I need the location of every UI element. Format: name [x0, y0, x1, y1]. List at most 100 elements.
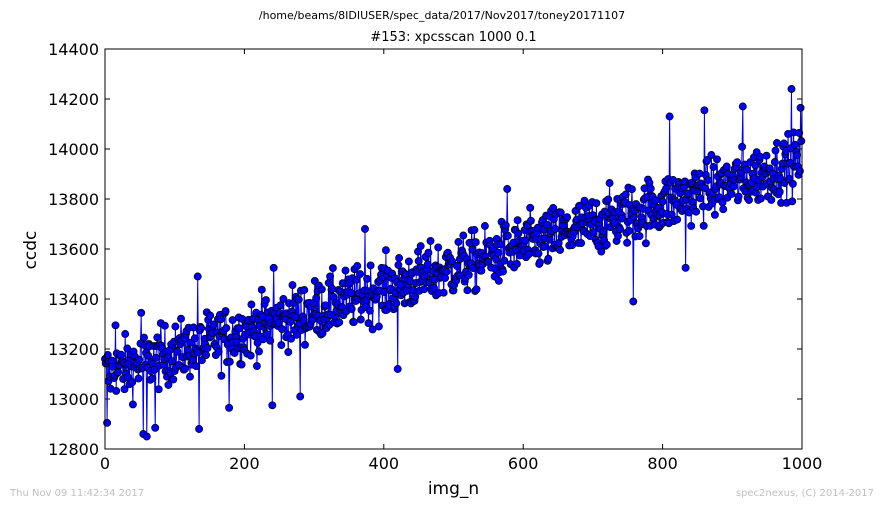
data-point — [762, 151, 771, 160]
data-point — [658, 197, 667, 206]
data-point — [616, 225, 625, 234]
data-point — [368, 325, 377, 334]
data-point — [392, 299, 401, 308]
data-point — [500, 256, 509, 265]
data-point — [542, 220, 551, 229]
data-point — [453, 262, 461, 270]
data-point — [621, 190, 630, 199]
y-tick-label: 13600 — [48, 240, 99, 259]
data-point — [788, 197, 797, 206]
data-point — [365, 306, 374, 315]
data-point — [641, 239, 650, 248]
data-point — [535, 258, 544, 267]
data-point — [700, 106, 709, 115]
data-point — [526, 216, 535, 225]
data-point — [288, 281, 297, 290]
data-point — [563, 213, 572, 222]
data-point — [318, 329, 327, 338]
data-point — [274, 318, 283, 327]
data-point — [463, 286, 472, 295]
data-point — [775, 187, 784, 196]
data-point — [494, 276, 503, 285]
data-point — [423, 260, 432, 269]
x-tick-label: 800 — [647, 454, 678, 473]
data-point — [745, 196, 753, 204]
data-point — [326, 272, 335, 281]
data-point — [439, 288, 448, 297]
data-point — [112, 386, 121, 395]
data-point — [779, 139, 788, 148]
data-point — [551, 225, 560, 233]
x-tick-label: 400 — [369, 454, 400, 473]
data-point — [733, 158, 742, 167]
data-point — [722, 162, 731, 171]
data-point — [404, 257, 413, 266]
data-point — [144, 351, 153, 360]
data-point — [477, 266, 486, 275]
data-point — [770, 158, 779, 166]
data-point — [787, 85, 796, 93]
data-point — [300, 286, 309, 294]
data-point — [454, 238, 463, 246]
data-point — [459, 231, 468, 240]
data-point — [556, 246, 565, 254]
data-point — [521, 236, 530, 245]
data-point — [470, 225, 479, 234]
data-point — [589, 228, 598, 237]
data-point — [512, 260, 521, 268]
data-point — [278, 325, 286, 334]
data-point — [472, 285, 481, 294]
data-point — [341, 266, 350, 275]
data-point — [217, 371, 226, 380]
data-point — [673, 215, 682, 224]
data-point — [222, 324, 231, 333]
data-point — [169, 375, 178, 384]
data-point — [629, 297, 638, 306]
data-point — [221, 307, 230, 316]
data-point — [151, 423, 160, 432]
series-layer — [101, 85, 806, 441]
timestamp-footer: Thu Nov 09 11:42:34 2017 — [10, 488, 145, 499]
data-point — [756, 194, 765, 203]
data-point — [374, 322, 383, 331]
data-point — [148, 374, 157, 383]
data-point — [394, 261, 403, 269]
data-point — [395, 254, 404, 262]
data-point — [719, 205, 728, 214]
data-point — [627, 185, 636, 194]
data-point — [206, 311, 215, 320]
data-point — [123, 344, 132, 353]
data-point — [430, 284, 438, 292]
data-point — [269, 263, 278, 272]
data-point — [729, 182, 738, 191]
data-point — [268, 401, 277, 410]
data-point — [328, 264, 337, 273]
data-point — [618, 214, 627, 223]
data-point — [646, 184, 655, 193]
data-point — [434, 243, 443, 252]
data-point — [381, 246, 390, 255]
data-point — [317, 285, 326, 294]
data-point — [703, 176, 712, 185]
data-point — [171, 322, 180, 331]
data-point — [235, 324, 244, 333]
data-point — [742, 165, 751, 174]
data-point — [503, 231, 512, 240]
data-point — [524, 250, 533, 259]
data-point — [140, 333, 148, 342]
data-point — [420, 285, 429, 294]
y-tick-label: 12800 — [48, 440, 99, 459]
data-point — [540, 242, 549, 251]
data-point — [151, 353, 160, 362]
data-point — [252, 362, 261, 371]
data-point — [513, 216, 522, 225]
data-point — [296, 392, 305, 401]
ticks-layer: 0 200 400 600 800 1000 12800 13000 13200 13400 136… — [48, 40, 822, 473]
data-point — [605, 179, 614, 187]
data-point — [602, 240, 611, 249]
data-point — [120, 385, 129, 394]
data-point — [363, 274, 372, 283]
data-point — [328, 284, 337, 293]
data-point — [526, 203, 535, 212]
